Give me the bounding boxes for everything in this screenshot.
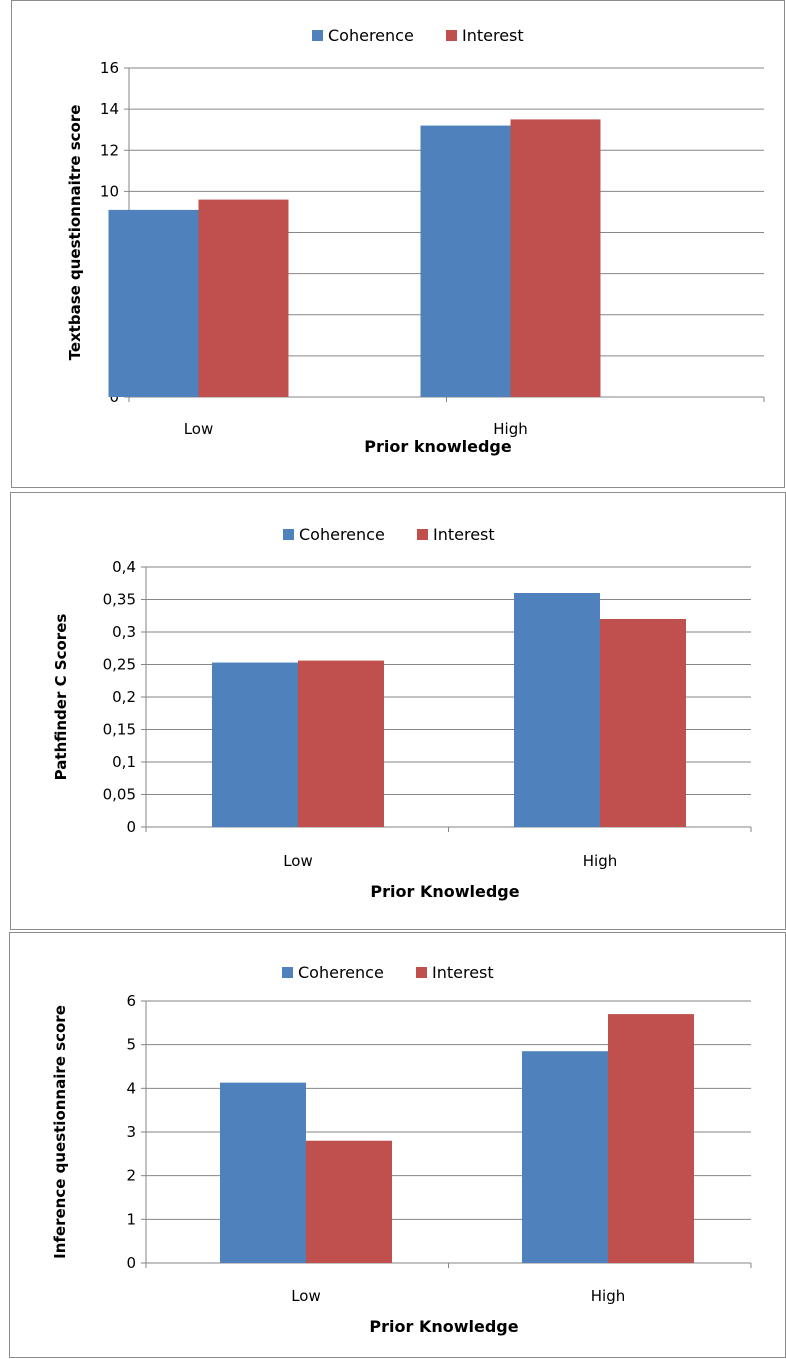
y-axis-title: Inference questionnaire score	[51, 1005, 69, 1259]
y-tick-label: 4	[126, 1079, 136, 1097]
y-tick-label: 6	[126, 992, 136, 1010]
bar-coherence-low	[220, 1082, 306, 1263]
chart-panel-pathfinder: 0 0,05 0,1 0,15 0,2 0,25 0,3 0,35 0,4 Low High Prio…	[10, 492, 786, 930]
y-tick-label: 0,3	[112, 623, 136, 641]
x-category-label: High	[583, 852, 617, 870]
legend-swatch-interest	[416, 967, 427, 978]
inference-chart: 0 1 2 3 4 5 6 Low High Prior Knowledge Inference q…	[51, 963, 752, 1336]
y-tick-label: 1	[126, 1210, 136, 1228]
legend-label-interest: Interest	[433, 525, 495, 544]
y-tick-label: 0,4	[112, 558, 136, 576]
bar-coherence-high	[514, 593, 600, 827]
y-axis-title: Textbase questionnaitre score	[66, 105, 84, 361]
legend-swatch-coherence	[312, 30, 323, 41]
bar-coherence-low	[108, 209, 199, 397]
x-axis-title: Prior knowledge	[364, 437, 512, 456]
legend-swatch-coherence	[283, 529, 294, 540]
chart-panel-textbase: 0246810121416LowHighPrior knowledgeTextb…	[11, 0, 785, 488]
bar-coherence-low	[212, 662, 298, 827]
legend-label-coherence: Coherence	[328, 26, 414, 45]
y-tick-label: 5	[126, 1036, 136, 1054]
x-axis-title: Prior Knowledge	[369, 1317, 518, 1336]
pathfinder-chart: 0 0,05 0,1 0,15 0,2 0,25 0,3 0,35 0,4 Low High Prio…	[52, 525, 752, 901]
y-tick-label: 2	[126, 1167, 136, 1185]
y-tick-label: 0	[126, 1254, 136, 1272]
y-tick-label: 3	[126, 1123, 136, 1141]
bar-interest-low	[298, 660, 384, 827]
y-tick-label: 10	[100, 182, 119, 200]
bar-interest-low	[306, 1140, 392, 1263]
x-category-label: Low	[291, 1287, 321, 1305]
y-tick-label: 12	[100, 141, 119, 159]
y-tick-label: 16	[100, 59, 119, 77]
bar-interest-high	[510, 119, 601, 397]
y-tick-label: 0,15	[103, 721, 136, 739]
bar-interest-high	[600, 619, 686, 827]
legend-swatch-interest	[417, 529, 428, 540]
legend-swatch-interest	[446, 30, 457, 41]
chart-panel-inference: 0 1 2 3 4 5 6 Low High Prior Knowledge Inference q…	[9, 932, 786, 1358]
x-category-label: Low	[184, 420, 214, 438]
bar-interest-high	[608, 1014, 694, 1263]
bar-interest-low	[198, 199, 289, 397]
legend-label-coherence: Coherence	[299, 525, 385, 544]
legend-label-coherence: Coherence	[298, 963, 384, 982]
x-axis-title: Prior Knowledge	[370, 882, 519, 901]
y-tick-label: 0,35	[103, 591, 136, 609]
y-tick-label: 0,1	[112, 753, 136, 771]
y-tick-label: 0	[126, 818, 136, 836]
x-category-label: High	[591, 1287, 625, 1305]
x-category-label: High	[493, 420, 527, 438]
bar-coherence-high	[522, 1051, 608, 1263]
y-tick-label: 14	[100, 100, 119, 118]
y-axis-title: Pathfinder C Scores	[52, 614, 70, 781]
bar-coherence-high	[420, 125, 511, 397]
legend-swatch-coherence	[282, 967, 293, 978]
x-category-label: Low	[283, 852, 313, 870]
legend-label-interest: Interest	[432, 963, 494, 982]
textbase-chart: 0246810121416LowHighPrior knowledgeTextb…	[66, 26, 765, 456]
y-tick-label: 0,2	[112, 688, 136, 706]
y-tick-label: 0,05	[103, 786, 136, 804]
legend-label-interest: Interest	[462, 26, 524, 45]
y-tick-label: 0,25	[103, 656, 136, 674]
